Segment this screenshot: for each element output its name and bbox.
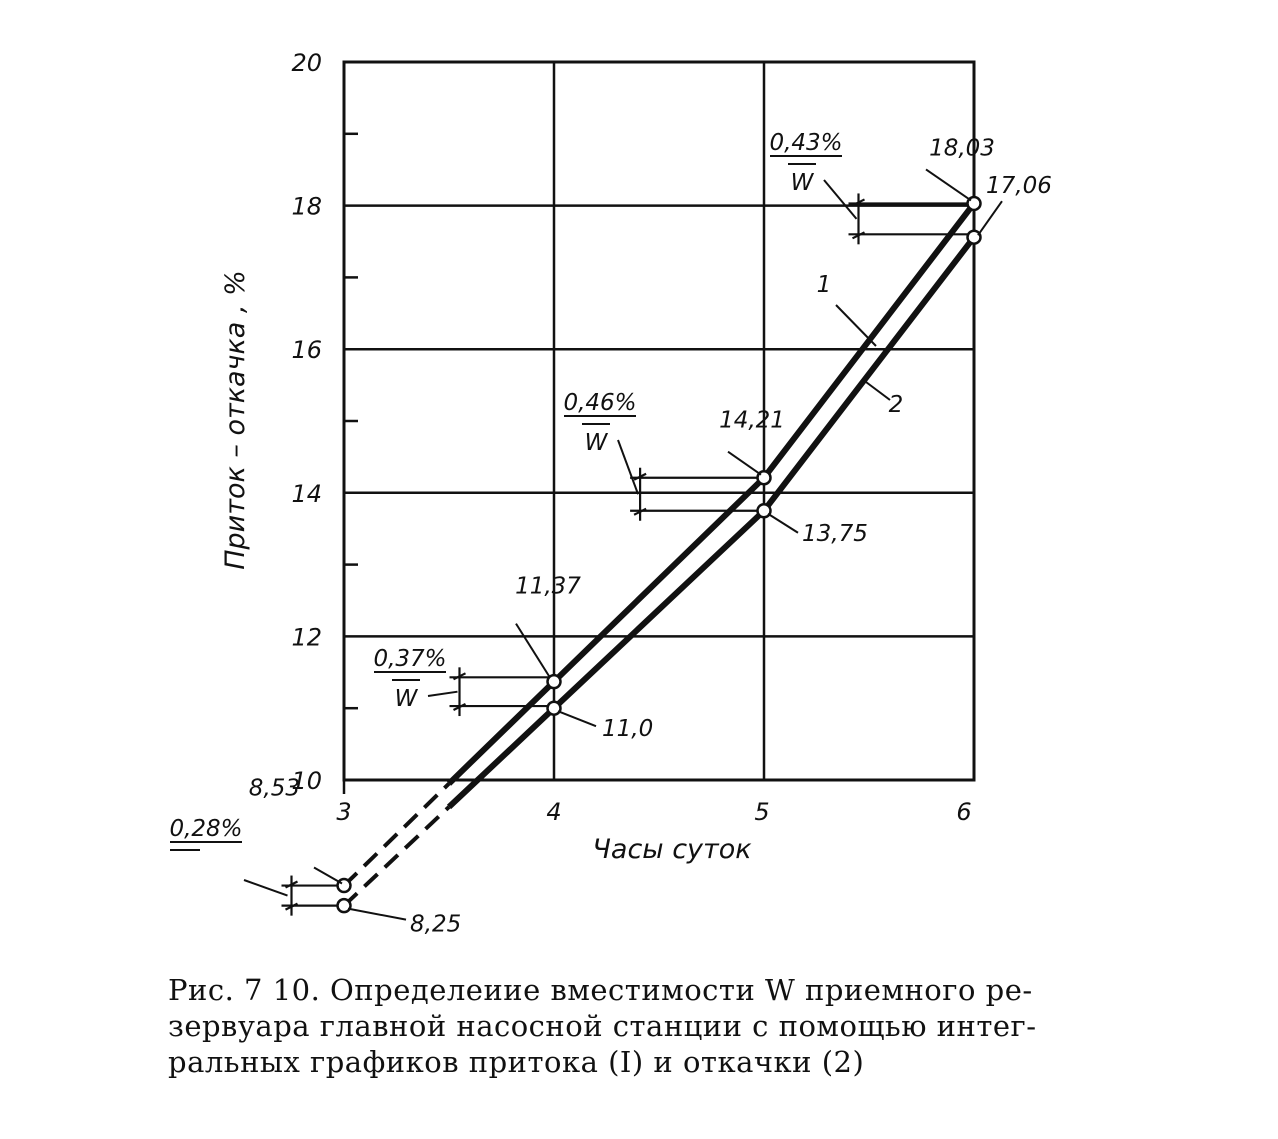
y-tick-label: 16 bbox=[291, 336, 322, 364]
caption-line-3: ральных графиков притока (I) и откачки (… bbox=[168, 1045, 865, 1079]
dimension-arrow bbox=[285, 880, 298, 889]
point-label: 11,0 bbox=[602, 716, 653, 742]
annotation-leader bbox=[243, 879, 288, 897]
dimension-arrow bbox=[852, 198, 865, 207]
data-points bbox=[336, 195, 982, 914]
x-tick-label: 4 bbox=[546, 798, 561, 826]
x-tick-label: 5 bbox=[754, 798, 769, 826]
dimension-arrow bbox=[285, 902, 298, 911]
point-label: 8,25 bbox=[410, 912, 461, 938]
storage-w-label: W bbox=[585, 430, 609, 456]
series-1-dashed bbox=[342, 782, 451, 887]
y-axis-title: Приток – откачка , % bbox=[220, 270, 251, 570]
x-tick-label: 3 bbox=[336, 798, 351, 826]
storage-percent-label: 0,43% bbox=[769, 130, 842, 156]
series-1-name: 1 bbox=[817, 272, 832, 298]
point-label: 13,75 bbox=[802, 521, 868, 547]
storage-percent-label: 0,37% bbox=[373, 646, 446, 672]
series-2-leader bbox=[865, 381, 891, 401]
series-lines bbox=[342, 201, 977, 908]
series-2-name: 2 bbox=[889, 392, 904, 418]
point-label: 17,06 bbox=[986, 173, 1052, 199]
data-point bbox=[546, 700, 562, 716]
leader-line bbox=[727, 450, 762, 476]
leader-line bbox=[767, 512, 799, 534]
y-tick-label: 18 bbox=[291, 193, 322, 221]
storage-w-label: W bbox=[791, 170, 815, 196]
leader-line bbox=[313, 866, 343, 885]
series-1-leader bbox=[835, 304, 877, 347]
point-label: 14,21 bbox=[719, 408, 785, 434]
leader-line bbox=[515, 623, 551, 679]
y-tick-label: 14 bbox=[291, 480, 322, 508]
series-1-line bbox=[446, 201, 977, 786]
storage-percent-label: 0,28% bbox=[169, 816, 242, 842]
caption-line-1: Рис. 7 10. Определеиие вместимости W при… bbox=[168, 973, 1033, 1007]
point-label: 11,37 bbox=[515, 574, 581, 600]
dimension-arrow bbox=[453, 703, 466, 712]
storage-w-label: W bbox=[395, 686, 419, 712]
series-2-dashed bbox=[342, 805, 451, 908]
leader-line bbox=[557, 710, 597, 728]
point-label: 18,03 bbox=[929, 135, 995, 161]
dimension-arrow bbox=[453, 672, 466, 681]
figure-caption: Рис. 7 10. Определеиие вместимости W при… bbox=[168, 972, 1088, 1080]
leader-line bbox=[977, 200, 1003, 236]
dimension-arrow bbox=[633, 472, 647, 481]
data-point bbox=[966, 229, 982, 245]
x-tick-label: 6 bbox=[956, 798, 971, 826]
data-point bbox=[336, 897, 352, 914]
data-point bbox=[546, 673, 562, 690]
data-point bbox=[756, 503, 772, 519]
leader-line bbox=[347, 907, 407, 921]
annotation-leader bbox=[617, 439, 640, 495]
dimension-arrow bbox=[852, 231, 865, 240]
series-2-line bbox=[446, 235, 977, 810]
annotation-leader bbox=[427, 690, 458, 697]
y-tick-label: 20 bbox=[291, 49, 322, 77]
annotation-leader bbox=[823, 179, 858, 220]
x-axis-title: Часы суток bbox=[592, 834, 752, 865]
storage-percent-label: 0,46% bbox=[563, 390, 636, 416]
point-label: 8,53 bbox=[249, 776, 300, 802]
caption-line-2: зервуара главной насосной станции с помо… bbox=[168, 1009, 1037, 1043]
storage-annotations: 0,28% 0,37% W 0,46% W 0,43% W bbox=[169, 130, 974, 916]
chart-grid bbox=[342, 60, 976, 794]
dimension-arrow bbox=[633, 507, 647, 516]
y-tick-label: 12 bbox=[291, 623, 322, 651]
leader-line bbox=[925, 168, 972, 202]
y-tick-label: 10 bbox=[291, 767, 322, 795]
